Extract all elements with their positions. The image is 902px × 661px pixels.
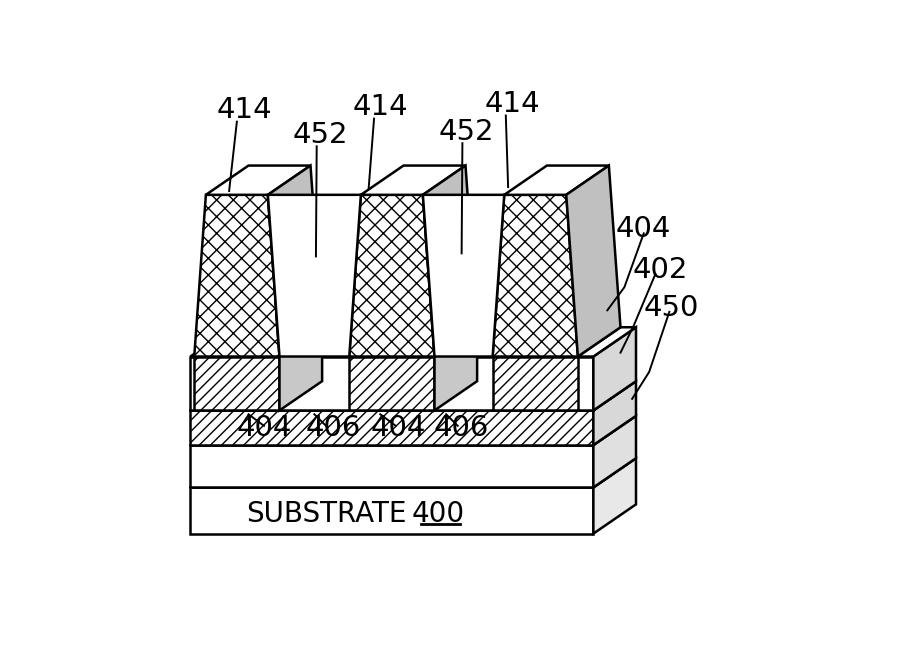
Text: 404: 404 — [236, 414, 291, 442]
Polygon shape — [190, 458, 635, 487]
Polygon shape — [492, 195, 577, 356]
Text: 406: 406 — [306, 414, 361, 442]
Polygon shape — [268, 195, 361, 356]
Polygon shape — [593, 458, 635, 533]
Polygon shape — [190, 487, 593, 533]
Text: SUBSTRATE: SUBSTRATE — [245, 500, 406, 528]
Polygon shape — [194, 356, 280, 410]
Text: 414: 414 — [216, 96, 272, 124]
Polygon shape — [422, 165, 476, 356]
Polygon shape — [349, 195, 434, 356]
Polygon shape — [268, 165, 322, 356]
Text: 450: 450 — [642, 294, 698, 322]
Text: 452: 452 — [292, 121, 348, 149]
Polygon shape — [206, 165, 310, 195]
Polygon shape — [492, 356, 577, 410]
Polygon shape — [361, 165, 465, 195]
Polygon shape — [593, 381, 635, 445]
Polygon shape — [349, 327, 476, 356]
Text: 402: 402 — [631, 256, 687, 284]
Text: 414: 414 — [352, 93, 408, 121]
Polygon shape — [194, 327, 322, 356]
Polygon shape — [190, 356, 593, 410]
Polygon shape — [190, 445, 593, 487]
Polygon shape — [280, 327, 322, 410]
Polygon shape — [194, 195, 280, 356]
Polygon shape — [349, 356, 434, 410]
Text: 400: 400 — [411, 500, 465, 528]
Text: 404: 404 — [615, 215, 671, 243]
Polygon shape — [190, 327, 635, 356]
Polygon shape — [422, 195, 503, 356]
Polygon shape — [503, 165, 608, 195]
Polygon shape — [190, 381, 635, 410]
Text: 404: 404 — [370, 414, 425, 442]
Polygon shape — [190, 416, 635, 445]
Polygon shape — [434, 327, 476, 410]
Polygon shape — [593, 327, 635, 410]
Polygon shape — [593, 416, 635, 487]
Text: 414: 414 — [483, 90, 539, 118]
Text: 452: 452 — [438, 118, 493, 145]
Polygon shape — [492, 327, 620, 356]
Polygon shape — [190, 410, 593, 445]
Text: 406: 406 — [434, 414, 489, 442]
Polygon shape — [566, 165, 620, 356]
